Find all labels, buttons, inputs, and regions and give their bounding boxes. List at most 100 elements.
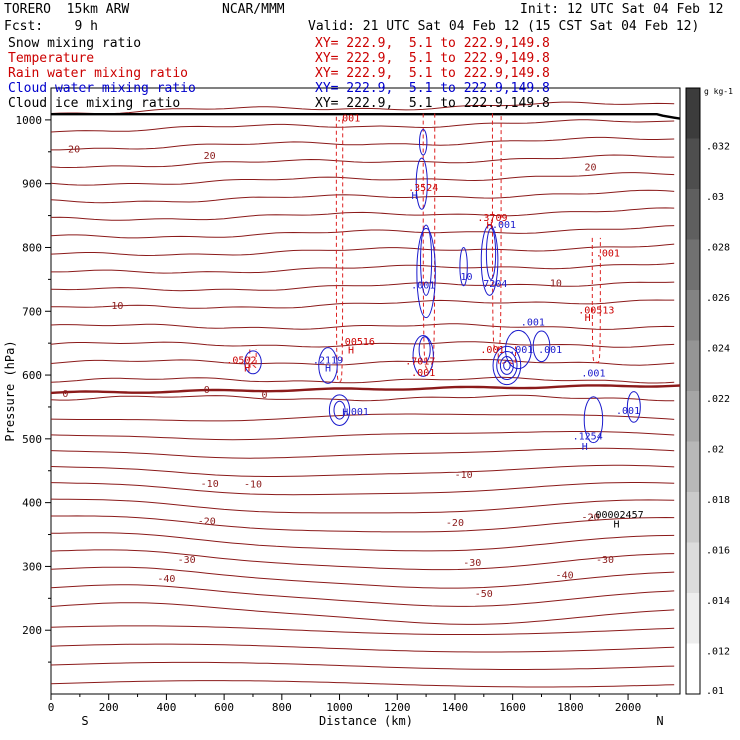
cloud-water-contours bbox=[244, 128, 641, 444]
cloud-water-contour bbox=[328, 394, 351, 426]
colorbar-swatch bbox=[686, 593, 700, 644]
temperature-contour bbox=[51, 661, 675, 670]
colorbar-tick-label: .022 bbox=[706, 394, 730, 405]
field-temp-xy: XY= 222.9, 5.1 to 222.9,149.8 bbox=[315, 51, 550, 66]
temperature-contour bbox=[51, 207, 675, 221]
cloud-water-contour bbox=[532, 330, 551, 363]
extremum-label: .1254 bbox=[573, 432, 603, 443]
extremum-label: .00516 bbox=[339, 337, 375, 348]
y-tick-label: 700 bbox=[22, 305, 42, 318]
colorbar-tick-label: .03 bbox=[706, 192, 724, 203]
colorbar-swatch bbox=[686, 542, 700, 593]
colorbar-tick-label: .014 bbox=[706, 596, 730, 607]
cloud-water-contour bbox=[496, 350, 518, 381]
temperature-contour bbox=[51, 680, 675, 688]
temperature-contour bbox=[51, 482, 675, 496]
temperature-contour bbox=[51, 431, 675, 441]
temperature-contour bbox=[51, 376, 675, 384]
cloud-water-contour bbox=[485, 227, 497, 280]
extremum-label: H bbox=[614, 520, 620, 531]
colorbar-swatch bbox=[686, 138, 700, 189]
cloud-water-contour bbox=[318, 347, 338, 384]
y-tick-label: 200 bbox=[22, 624, 42, 637]
x-tick-label: 1800 bbox=[557, 701, 584, 714]
extremum-label: H bbox=[342, 407, 348, 418]
temperature-label: -40 bbox=[556, 571, 574, 582]
field-ice-xy: XY= 222.9, 5.1 to 222.9,149.8 bbox=[315, 96, 550, 111]
extremum-label: H bbox=[487, 221, 493, 232]
cloud-water-contour bbox=[459, 246, 468, 287]
extremum-label: H bbox=[244, 363, 250, 374]
extremum-label: 7204 bbox=[483, 279, 507, 290]
extremum-label: H bbox=[582, 442, 588, 453]
extremum-label: .001 bbox=[345, 407, 369, 418]
cloud-water-contour bbox=[416, 227, 436, 319]
colorbar-swatch bbox=[686, 88, 700, 139]
extremum-label: 10 bbox=[460, 272, 472, 283]
colorbar-unit: g kg-1 bbox=[704, 87, 733, 96]
colorbar-tick-label: .018 bbox=[706, 495, 730, 506]
x-tick-label: 0 bbox=[48, 701, 55, 714]
axes: 0 200 400 600 800 1000 1200 1400 1600 1800 2000200… bbox=[3, 114, 664, 728]
temperature-contour bbox=[51, 566, 675, 589]
init-time: Init: 12 UTC Sat 04 Feb 12 bbox=[520, 2, 724, 17]
colorbar-tick-label: .026 bbox=[706, 293, 730, 304]
x-tick-label: 600 bbox=[214, 701, 234, 714]
colorbar-swatch bbox=[686, 239, 700, 290]
extremum-label: .3524 bbox=[408, 183, 438, 194]
temperature-contours bbox=[51, 101, 680, 688]
extremum-label: .001 bbox=[492, 220, 516, 231]
cloud-water-contour bbox=[419, 128, 428, 156]
field-cloudwater-name: Cloud water mixing ratio bbox=[8, 81, 196, 96]
contour-labels: -50-40 -40-30 -30 -30-20 -20 -20-10 -10-100 0 01… bbox=[62, 113, 643, 600]
temperature-label: -10 bbox=[201, 479, 219, 490]
temperature-label: 0 bbox=[204, 385, 210, 396]
extremum-label: .001 bbox=[336, 113, 360, 124]
field-rain-xy: XY= 222.9, 5.1 to 222.9,149.8 bbox=[315, 66, 550, 81]
x-tick-label: 1000 bbox=[326, 701, 353, 714]
field-cloudwater-xy: XY= 222.9, 5.1 to 222.9,149.8 bbox=[315, 81, 550, 96]
cloud-water-contour bbox=[420, 224, 433, 296]
extremum-label: .2119 bbox=[313, 356, 343, 367]
cloud-water-contour bbox=[583, 396, 604, 444]
field-snow-name: Snow mixing ratio bbox=[8, 36, 142, 51]
temperature-contour bbox=[51, 189, 675, 204]
temperature-label: -40 bbox=[157, 574, 175, 585]
y-tick-label: 900 bbox=[22, 178, 42, 191]
north-end-label: N bbox=[656, 714, 663, 728]
y-tick-label: 500 bbox=[22, 433, 42, 446]
temperature-contour bbox=[51, 225, 675, 239]
temperature-contour bbox=[51, 643, 675, 653]
extremum-label: .001 bbox=[581, 369, 605, 380]
center-label: NCAR/MMM bbox=[222, 2, 285, 17]
colorbar-tick-label: .028 bbox=[706, 242, 730, 253]
colorbar-tick-label: .024 bbox=[706, 343, 730, 354]
extremum-label: .3709 bbox=[477, 213, 507, 224]
x-tick-label: 2000 bbox=[615, 701, 642, 714]
colorbar-swatch bbox=[686, 290, 700, 341]
temperature-contour bbox=[51, 119, 675, 133]
x-tick-label: 1600 bbox=[499, 701, 526, 714]
plot-area bbox=[50, 87, 681, 695]
south-end-label: S bbox=[81, 714, 88, 728]
cloud-water-contour bbox=[480, 224, 499, 296]
colorbar-tick-label: .01 bbox=[706, 686, 724, 697]
temperature-label: 20 bbox=[585, 162, 597, 173]
y-tick-label: 300 bbox=[22, 560, 42, 573]
temperature-contour bbox=[51, 341, 675, 348]
extremum-label: .001 bbox=[521, 317, 545, 328]
temperature-contour bbox=[51, 515, 675, 533]
y-tick-label: 800 bbox=[22, 241, 42, 254]
temperature-label: 0 bbox=[62, 389, 68, 400]
colorbar-swatch bbox=[686, 441, 700, 492]
extremum-label: H bbox=[585, 313, 591, 324]
temperature-contour bbox=[51, 299, 675, 309]
y-tick-label: 1000 bbox=[16, 114, 43, 127]
cloud-water-contour bbox=[244, 350, 262, 375]
temperature-label: -20 bbox=[198, 516, 216, 527]
temperature-label: 20 bbox=[204, 151, 216, 162]
extremum-label: .7017 bbox=[405, 356, 435, 367]
colorbar-swatch bbox=[686, 492, 700, 543]
extremum-label: H bbox=[325, 363, 331, 374]
extremum-label: .001 bbox=[616, 406, 640, 417]
